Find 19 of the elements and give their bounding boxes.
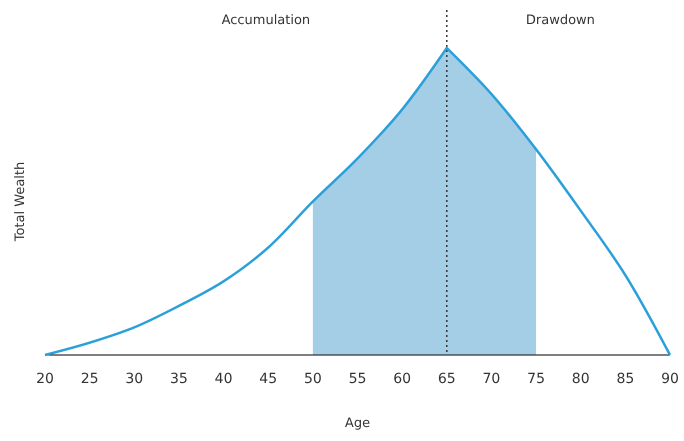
x-tick-label: 20 [36, 371, 54, 387]
x-tick-label: 85 [616, 371, 634, 387]
x-tick-label: 25 [80, 371, 99, 387]
text: Drawdown [526, 13, 595, 28]
x-tick-label: 45 [259, 371, 278, 387]
x-tick-label: 75 [527, 371, 545, 387]
x-tick-label: 40 [214, 371, 232, 387]
x-tick-label: 35 [170, 371, 188, 387]
x-tick-label: 90 [661, 371, 679, 387]
x-tick-label: 50 [304, 371, 322, 387]
x-tick-label: 80 [572, 371, 590, 387]
text: Accumulation [222, 13, 310, 28]
x-tick-label: 70 [482, 371, 500, 387]
x-tick-label: 30 [125, 371, 144, 387]
x-tick-label: 55 [348, 371, 366, 387]
x-tick-label: 65 [438, 371, 456, 387]
x-tick-label: 60 [393, 371, 412, 387]
x-axis-title: Age [344, 416, 370, 431]
y-axis-title: Total Wealth [13, 162, 28, 242]
